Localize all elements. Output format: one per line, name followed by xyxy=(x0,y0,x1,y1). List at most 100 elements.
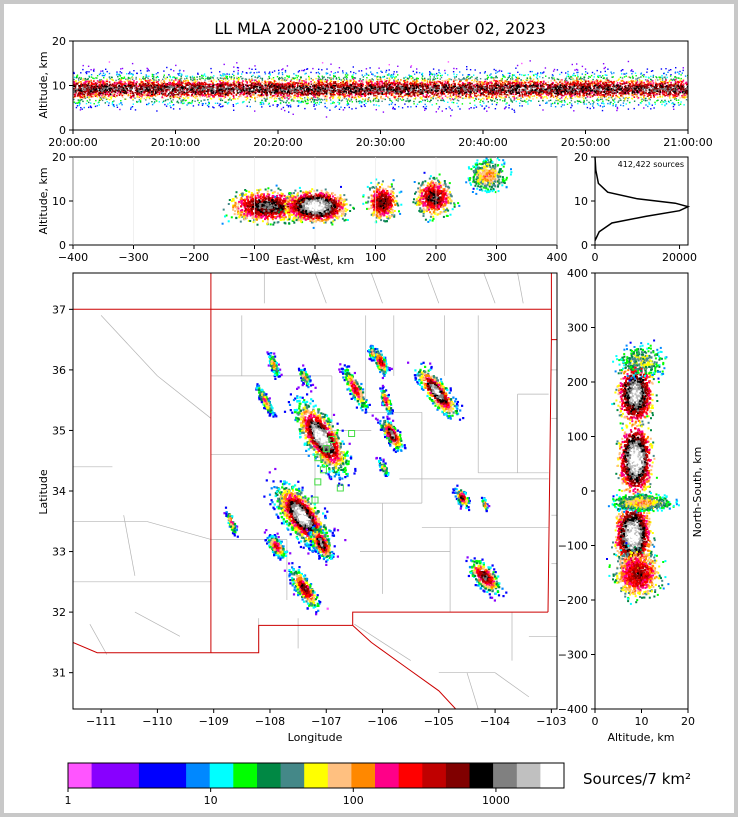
county-boundary xyxy=(494,672,530,698)
ns-altitude-ylabel: North-South, km xyxy=(691,447,704,538)
time-altitude-ticks: 0 10 20 20:00:00 20:10:00 20:20:00 20:30:00 20:… xyxy=(48,35,712,149)
colorbar-cell xyxy=(445,763,470,788)
chart-title: LL MLA 2000-2100 UTC October 02, 2023 xyxy=(214,19,546,38)
map-boundaries xyxy=(73,273,557,709)
colorbar-cell xyxy=(115,763,140,788)
latitude-tick-label: 31 xyxy=(52,667,66,680)
county-boundary xyxy=(100,315,158,377)
lma-station-marker xyxy=(348,430,356,437)
colorbar-ticks: 1 10 100 1000 xyxy=(65,788,510,807)
ew-xtick-label: −400 xyxy=(58,251,88,264)
county-boundary xyxy=(314,273,327,304)
ns-ytick-label: 300 xyxy=(567,322,588,335)
colorbar-cell xyxy=(516,763,541,788)
histogram-ticks: 0 20000 0 10 20 xyxy=(574,151,697,264)
ns-ytick-label: −200 xyxy=(558,594,588,607)
colorbar-cell xyxy=(493,763,518,788)
ew-ytick-label: 10 xyxy=(52,195,66,208)
ns-altitude-xlabel: Altitude, km xyxy=(607,731,674,744)
lma-station-marker xyxy=(336,484,344,492)
ew-xtick-label: 300 xyxy=(486,251,507,264)
ew-altitude-sources xyxy=(221,157,513,229)
colorbar-cell xyxy=(540,763,565,788)
map-ticks: −111 −110 −109 −108 −107 −106 −105 −104 −103 31 32… xyxy=(52,303,566,728)
longitude-tick-label: −103 xyxy=(536,715,566,728)
time-axis-tick-label: 21:00:00 xyxy=(663,136,712,149)
ns-altitude-sources xyxy=(606,339,680,605)
ew-ytick-label: 0 xyxy=(59,239,66,252)
colorbar-cells xyxy=(68,763,565,788)
ew-ytick-label: 20 xyxy=(52,151,66,164)
state-boundary-nm-tx xyxy=(352,611,548,626)
longitude-tick-label: −105 xyxy=(424,715,454,728)
time-axis-tick-label: 20:30:00 xyxy=(356,136,405,149)
ns-ytick-label: 100 xyxy=(567,431,588,444)
ew-xtick-label: 400 xyxy=(547,251,568,264)
ns-ytick-label: −100 xyxy=(558,540,588,553)
county-boundary xyxy=(517,273,524,304)
time-altitude-panel: 0 10 20 20:00:00 20:10:00 20:20:00 20:30:00 20:… xyxy=(37,35,713,149)
county-boundary xyxy=(354,623,411,661)
time-altitude-ytick-label: 20 xyxy=(52,35,66,48)
ew-altitude-xlabel: East-West, km xyxy=(276,254,354,267)
time-axis-tick-label: 20:00:00 xyxy=(48,136,97,149)
colorbar-cell xyxy=(138,763,163,788)
ns-xtick-label: 20 xyxy=(681,715,695,728)
colorbar-tick-label: 100 xyxy=(343,794,364,807)
ns-altitude-panel: 0 10 20 −400 −300 −200 −100 0 100 200 300 400 North… xyxy=(558,267,704,744)
ew-xtick-label: −300 xyxy=(118,251,148,264)
colorbar-cell xyxy=(257,763,282,788)
colorbar-cell xyxy=(375,763,400,788)
ns-altitude-plot-area xyxy=(595,273,688,709)
ns-ytick-label: 200 xyxy=(567,376,588,389)
histogram-ytick-label: 10 xyxy=(574,195,588,208)
colorbar-tick-label: 1 xyxy=(65,794,72,807)
latitude-tick-label: 35 xyxy=(52,424,66,437)
colorbar-cell xyxy=(422,763,447,788)
county-boundary xyxy=(427,273,440,304)
time-axis-tick-label: 20:10:00 xyxy=(151,136,200,149)
colorbar-cell xyxy=(68,763,93,788)
colorbar-cell xyxy=(186,763,211,788)
longitude-tick-label: −108 xyxy=(255,715,285,728)
county-boundary xyxy=(134,611,181,637)
latitude-tick-label: 32 xyxy=(52,606,66,619)
ns-ytick-label: −400 xyxy=(558,703,588,716)
time-altitude-sources xyxy=(73,60,688,118)
county-boundary xyxy=(89,624,108,655)
latitude-tick-label: 36 xyxy=(52,364,66,377)
histogram-ytick-label: 0 xyxy=(581,239,588,252)
histogram-xtick-label: 20000 xyxy=(662,251,697,264)
colorbar-cell xyxy=(351,763,376,788)
latitude-tick-label: 33 xyxy=(52,546,66,559)
longitude-tick-label: −107 xyxy=(311,715,341,728)
ns-ytick-label: 400 xyxy=(567,267,588,280)
colorbar-tick-label: 1000 xyxy=(482,794,510,807)
ew-xtick-label: −100 xyxy=(239,251,269,264)
colorbar-frame xyxy=(67,762,565,789)
county-boundary xyxy=(157,375,212,419)
colorbar-cell xyxy=(469,763,494,788)
county-boundary xyxy=(146,520,211,540)
altitude-histogram-panel: 0 20000 0 10 20 412,422 sources xyxy=(574,151,697,264)
ns-altitude-ticks: 0 10 20 −400 −300 −200 −100 0 100 200 300 400 xyxy=(558,267,695,728)
border-az-mexico xyxy=(73,641,211,654)
lma-station-marker xyxy=(322,445,330,453)
border-nm-mexico xyxy=(210,624,353,654)
longitude-tick-label: −110 xyxy=(142,715,172,728)
ew-altitude-ylabel: Altitude, km xyxy=(37,167,50,234)
ew-xtick-label: 200 xyxy=(426,251,447,264)
border-tx-mexico xyxy=(352,625,457,709)
histogram-source-count: 412,422 sources xyxy=(618,160,684,169)
longitude-tick-label: −111 xyxy=(86,715,116,728)
colorbar: 1 10 100 1000 Sources/7 km² xyxy=(65,762,691,807)
ew-xtick-label: −200 xyxy=(179,251,209,264)
county-boundary xyxy=(483,273,496,304)
histogram-line xyxy=(594,156,691,241)
lma-station-marker xyxy=(319,466,327,474)
figure-canvas: LL MLA 2000-2100 UTC October 02, 2023 0 1… xyxy=(37,19,713,807)
time-altitude-ytick-label: 0 xyxy=(59,124,66,137)
lma-station-marker xyxy=(328,436,336,443)
colorbar-cell xyxy=(280,763,305,788)
county-boundary xyxy=(123,515,136,576)
